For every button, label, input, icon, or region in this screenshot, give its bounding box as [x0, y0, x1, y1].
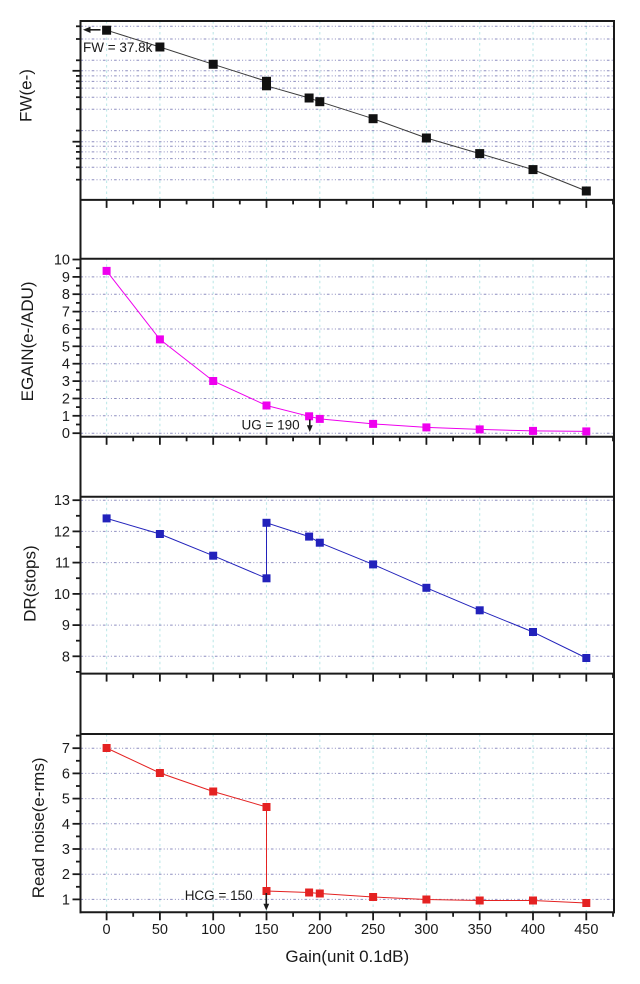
svg-text:8: 8: [62, 649, 70, 665]
svg-text:3: 3: [62, 374, 70, 390]
svg-text:6: 6: [62, 766, 70, 782]
svg-text:9: 9: [62, 618, 70, 634]
svg-text:7: 7: [62, 305, 70, 321]
svg-text:11: 11: [55, 556, 70, 572]
svg-text:0: 0: [103, 922, 111, 938]
svg-text:HCG = 150: HCG = 150: [185, 888, 253, 903]
svg-text:200: 200: [308, 922, 332, 938]
svg-text:1: 1: [62, 409, 70, 425]
svg-text:13: 13: [54, 493, 70, 509]
svg-text:Gain(unit 0.1dB): Gain(unit 0.1dB): [285, 947, 409, 966]
svg-text:EGAIN(e-/ADU): EGAIN(e-/ADU): [18, 281, 37, 401]
svg-text:250: 250: [361, 922, 385, 938]
svg-text:6: 6: [62, 322, 70, 338]
svg-text:4: 4: [62, 357, 70, 373]
svg-text:0: 0: [62, 426, 70, 442]
svg-text:DR(stops): DR(stops): [21, 545, 40, 622]
svg-text:Read noise(e-rms): Read noise(e-rms): [29, 758, 48, 899]
svg-text:FW = 37.8k: FW = 37.8k: [83, 40, 153, 55]
svg-text:10: 10: [54, 253, 70, 269]
svg-text:10: 10: [54, 587, 70, 603]
svg-text:450: 450: [574, 922, 598, 938]
svg-text:350: 350: [468, 922, 492, 938]
svg-text:300: 300: [414, 922, 438, 938]
svg-text:2: 2: [62, 867, 70, 883]
svg-text:1: 1: [62, 892, 70, 908]
svg-text:7: 7: [62, 741, 70, 757]
svg-text:9: 9: [62, 270, 70, 286]
svg-text:2: 2: [62, 392, 70, 408]
svg-text:5: 5: [62, 792, 70, 808]
svg-text:4: 4: [62, 817, 70, 833]
svg-text:150: 150: [254, 922, 278, 938]
svg-text:3: 3: [62, 842, 70, 858]
svg-text:100: 100: [201, 922, 225, 938]
svg-text:400: 400: [521, 922, 545, 938]
svg-text:FW(e-): FW(e-): [17, 69, 36, 122]
svg-text:50: 50: [152, 922, 168, 938]
svg-text:12: 12: [54, 524, 70, 540]
svg-text:UG = 190: UG = 190: [242, 418, 300, 433]
svg-text:5: 5: [62, 339, 70, 355]
svg-text:8: 8: [62, 287, 70, 303]
